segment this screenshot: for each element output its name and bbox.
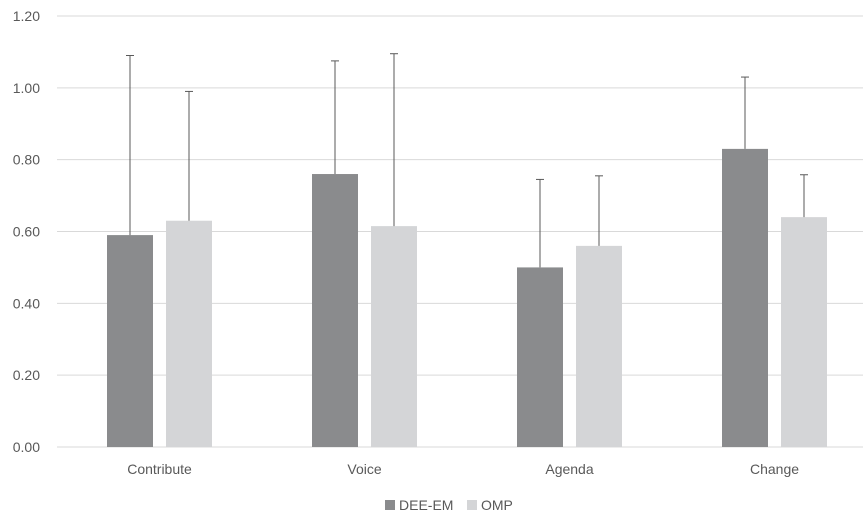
x-category-label: Contribute <box>127 461 192 477</box>
bar-dee-em-voice <box>312 174 358 448</box>
bar-dee-em-agenda <box>517 267 563 447</box>
x-category-label: Voice <box>347 461 381 477</box>
x-axis-labels: Contribute Voice Agenda Change <box>127 461 799 477</box>
legend-swatch <box>385 500 395 510</box>
x-category-label: Change <box>750 461 799 477</box>
y-tick-label: 0.60 <box>13 224 40 240</box>
y-tick-label: 1.00 <box>13 80 40 96</box>
legend: DEE-EM OMP <box>385 497 513 513</box>
y-tick-label: 0.20 <box>13 367 40 383</box>
error-bars <box>126 53 808 268</box>
bar-omp-agenda <box>576 245 622 447</box>
x-category-label: Agenda <box>545 461 593 477</box>
y-tick-label: 0.80 <box>13 152 40 168</box>
bar-dee-em-change <box>722 148 768 447</box>
y-tick-label: 1.20 <box>13 8 40 24</box>
legend-swatch <box>467 500 477 510</box>
bar-omp-voice <box>371 226 417 447</box>
y-tick-label: 0.00 <box>13 439 40 455</box>
legend-label: OMP <box>481 497 513 513</box>
y-tick-label: 0.40 <box>13 295 40 311</box>
bars <box>107 148 827 448</box>
bar-dee-em-contribute <box>107 235 153 447</box>
bar-omp-contribute <box>166 220 212 447</box>
legend-label: DEE-EM <box>399 497 453 513</box>
bar-omp-change <box>781 217 827 447</box>
y-axis-labels: 0.00 0.20 0.40 0.60 0.80 1.00 1.20 <box>13 8 40 455</box>
